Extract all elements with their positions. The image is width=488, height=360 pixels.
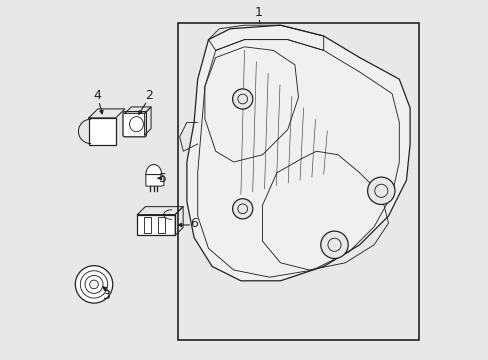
Polygon shape: [186, 25, 409, 281]
Bar: [89, 118, 116, 145]
Circle shape: [374, 184, 387, 197]
Polygon shape: [145, 165, 162, 175]
Text: 2: 2: [145, 89, 153, 102]
Text: 3: 3: [102, 289, 110, 302]
Bar: [158, 217, 165, 233]
Bar: [178, 23, 418, 340]
Text: 6: 6: [190, 217, 198, 230]
Circle shape: [320, 231, 347, 258]
Circle shape: [367, 177, 394, 204]
Circle shape: [232, 199, 252, 219]
Circle shape: [237, 94, 247, 104]
Text: 1: 1: [254, 6, 263, 19]
Circle shape: [237, 204, 247, 213]
Bar: [137, 215, 175, 235]
Text: 4: 4: [93, 89, 101, 102]
FancyBboxPatch shape: [123, 112, 146, 137]
Bar: [143, 217, 151, 233]
Polygon shape: [145, 175, 163, 186]
Circle shape: [232, 89, 252, 109]
Circle shape: [75, 266, 113, 303]
Circle shape: [327, 238, 340, 251]
Text: 5: 5: [159, 172, 167, 185]
